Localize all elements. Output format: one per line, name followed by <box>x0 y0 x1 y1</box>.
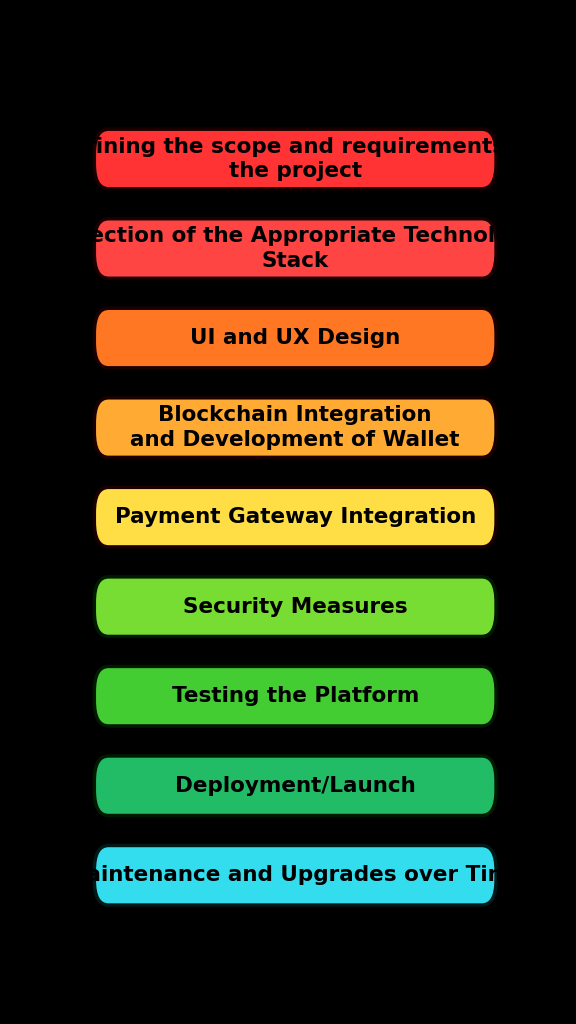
FancyBboxPatch shape <box>94 846 496 905</box>
FancyBboxPatch shape <box>94 397 496 458</box>
Text: Selection of the Appropriate Technology
Stack: Selection of the Appropriate Technology … <box>52 226 539 271</box>
FancyBboxPatch shape <box>94 756 496 815</box>
FancyBboxPatch shape <box>94 129 496 188</box>
FancyBboxPatch shape <box>94 487 496 547</box>
Text: Testing the Platform: Testing the Platform <box>172 686 419 707</box>
Text: Security Measures: Security Measures <box>183 597 407 616</box>
Text: Defining the scope and requirements of
the project: Defining the scope and requirements of t… <box>54 136 537 181</box>
Text: Payment Gateway Integration: Payment Gateway Integration <box>115 507 476 527</box>
Text: Maintenance and Upgrades over Time: Maintenance and Upgrades over Time <box>65 865 525 886</box>
FancyBboxPatch shape <box>94 219 496 279</box>
FancyBboxPatch shape <box>94 577 496 637</box>
Text: Blockchain Integration
and Development of Wallet: Blockchain Integration and Development o… <box>130 406 460 450</box>
FancyBboxPatch shape <box>94 308 496 368</box>
Text: Deployment/Launch: Deployment/Launch <box>175 776 415 796</box>
FancyBboxPatch shape <box>94 667 496 726</box>
Text: UI and UX Design: UI and UX Design <box>190 328 400 348</box>
